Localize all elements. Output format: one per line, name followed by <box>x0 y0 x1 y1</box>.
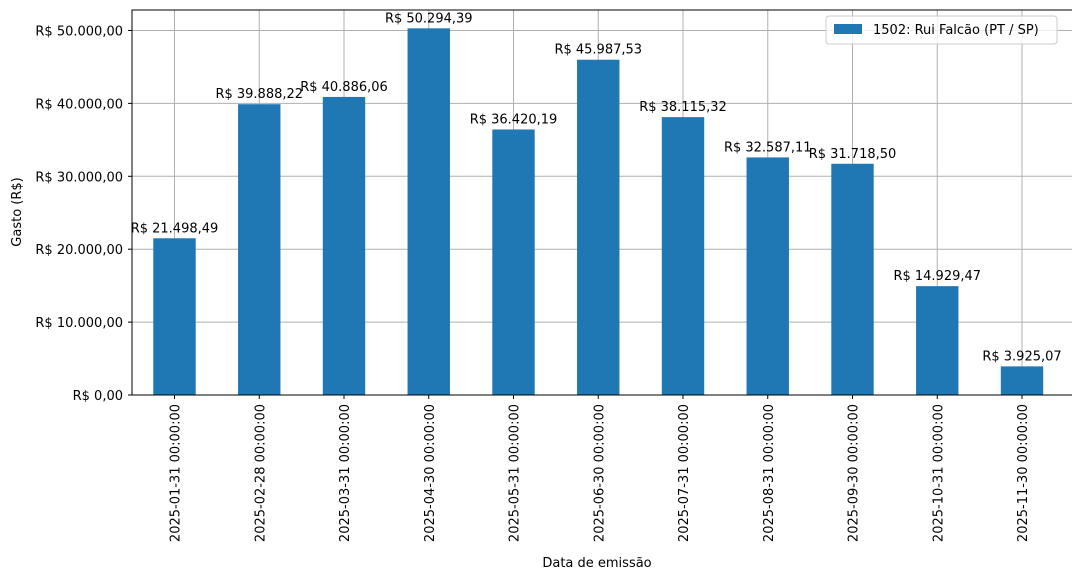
x-axis-label: Data de emissão <box>542 556 651 571</box>
bar-value-label: R$ 45.987,53 <box>554 43 642 58</box>
y-tick-label: R$ 30.000,00 <box>35 170 123 185</box>
y-tick-label: R$ 10.000,00 <box>35 316 123 331</box>
legend-swatch <box>834 24 862 34</box>
bar-value-label: R$ 40.886,06 <box>300 80 388 95</box>
x-tick-label: 2025-10-31 00:00:00 <box>931 404 946 542</box>
data-labels: R$ 21.498,49 R$ 39.888,22R$ 40.886,06 R$ 5… <box>131 11 1062 364</box>
bar-value-label: R$ 14.929,47 <box>893 269 981 284</box>
x-tick-label: 2025-02-28 00:00:00 <box>253 404 268 542</box>
bar <box>577 59 620 395</box>
y-axis-ticks: R$ 0,00 R$ 10.000,00 R$ 20.000,00 R$ 30.000… <box>35 24 132 404</box>
x-tick-label: 2025-01-31 00:00:00 <box>169 404 184 542</box>
bar <box>746 157 789 395</box>
x-tick-label: 2025-03-31 00:00:00 <box>338 404 353 542</box>
legend-label: 1502: Rui Falcão (PT / SP) <box>873 23 1039 38</box>
bar <box>407 28 450 395</box>
bar-value-label: R$ 3.925,07 <box>982 349 1061 364</box>
x-tick-label: 2025-05-31 00:00:00 <box>508 404 523 542</box>
bar-value-label: R$ 38.115,32 <box>639 100 727 115</box>
x-tick-label: 2025-07-31 00:00:00 <box>677 404 692 542</box>
bar-value-label: R$ 31.718,50 <box>809 147 897 162</box>
bar <box>492 129 535 395</box>
y-tick-label: R$ 50.000,00 <box>35 24 123 39</box>
bar-value-label: R$ 32.587,11 <box>724 140 812 155</box>
bar-value-label: R$ 21.498,49 <box>131 221 219 236</box>
bar <box>153 238 196 395</box>
plot-frame <box>131 9 1072 396</box>
bar <box>238 104 281 395</box>
bar <box>916 286 959 395</box>
bar-value-label: R$ 39.888,22 <box>215 87 303 102</box>
x-tick-label: 2025-06-30 00:00:00 <box>592 404 607 542</box>
x-tick-label: 2025-04-30 00:00:00 <box>423 404 438 542</box>
bar-value-label: R$ 50.294,39 <box>385 11 473 26</box>
x-tick-label: 2025-08-31 00:00:00 <box>762 404 777 542</box>
bar <box>322 96 366 395</box>
y-tick-label: R$ 0,00 <box>73 389 123 404</box>
y-axis-label: Gasto (R$) <box>10 177 25 246</box>
legend-box <box>825 15 1058 45</box>
y-tick-label: R$ 40.000,00 <box>35 97 123 112</box>
x-axis-ticks: 2025-01-31 00:00:00 2025-02-28 00:00:00 20… <box>169 395 1031 542</box>
y-tick-label: R$ 20.000,00 <box>35 243 123 258</box>
bar-value-label: R$ 36.420,19 <box>470 112 558 127</box>
bar <box>831 163 874 395</box>
x-tick-label: 2025-09-30 00:00:00 <box>847 404 862 542</box>
bars <box>153 28 1044 396</box>
legend: 1502: Rui Falcão (PT / SP) <box>825 15 1058 45</box>
x-tick-label: 2025-11-30 00:00:00 <box>1016 404 1031 542</box>
bar <box>1000 366 1044 395</box>
bar <box>661 117 705 396</box>
